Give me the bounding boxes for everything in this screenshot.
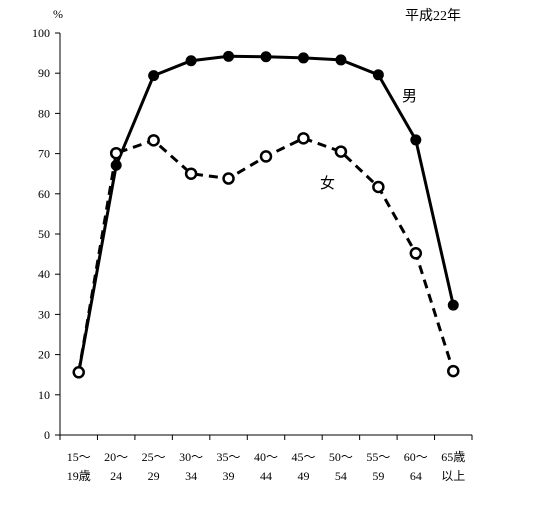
x-tick-label: 20～ [104, 450, 128, 464]
x-tick-label: 64 [410, 469, 422, 483]
data-point [147, 134, 160, 147]
y-tick-label: 100 [32, 26, 50, 40]
x-tick-label: 44 [260, 469, 272, 483]
x-tick-label: 49 [297, 469, 309, 483]
series-male [73, 50, 459, 379]
x-tick-label: 15～ [67, 450, 91, 464]
data-point [222, 172, 235, 185]
data-point [184, 167, 198, 180]
x-tick-label: 24 [110, 469, 122, 483]
x-tick-label: 45～ [291, 450, 315, 464]
x-tick-label: 39 [223, 469, 235, 483]
x-tick-label: 以上 [441, 469, 465, 483]
series-layer [72, 50, 460, 379]
data-point [223, 50, 235, 62]
series-line [77, 54, 455, 373]
data-point [260, 51, 272, 63]
data-point [335, 54, 347, 66]
series-line [77, 136, 455, 373]
x-tick-label: 50～ [329, 450, 353, 464]
data-point [259, 150, 273, 163]
year-annotation: 平成22年 [405, 8, 461, 24]
y-axis-unit-label: % [53, 7, 63, 21]
data-point [72, 366, 85, 379]
y-tick-label: 20 [38, 348, 50, 362]
data-point [409, 247, 423, 260]
series-labels: 男女 [320, 89, 417, 192]
y-tick-label: 10 [38, 388, 50, 402]
x-tick-label: 25～ [142, 450, 166, 464]
x-tick-label: 60～ [404, 450, 428, 464]
data-point [447, 299, 459, 311]
x-tick-label: 59 [372, 469, 384, 483]
x-tick-label: 19歳 [67, 469, 91, 483]
data-point [372, 69, 384, 81]
data-point [410, 134, 422, 146]
y-tick-label: 50 [38, 227, 50, 241]
y-tick-label: 90 [38, 66, 50, 80]
x-tick-label: 35～ [217, 450, 241, 464]
series-label: 男 [402, 89, 417, 105]
data-point [334, 145, 348, 158]
x-tick-label: 65歳 [441, 450, 465, 464]
x-tick-label: 40～ [254, 450, 278, 464]
data-point [109, 146, 123, 160]
x-tick-label: 34 [185, 469, 197, 483]
data-point [297, 52, 309, 64]
x-tick-label: 54 [335, 469, 347, 483]
data-point [185, 55, 197, 67]
x-tick-label: 55～ [366, 450, 390, 464]
series-label: 女 [320, 174, 335, 192]
series-female [72, 132, 460, 379]
x-tick-label: 30～ [179, 450, 203, 464]
axes: 0 10 20 30 40 50 60 70 80 90 100 15～ 19歳 20～ 24 25～ 29 30… [32, 26, 473, 483]
x-tick-label: 29 [148, 469, 160, 483]
y-tick-label: 40 [38, 267, 50, 281]
y-tick-label: 30 [38, 307, 50, 321]
data-point [372, 180, 385, 194]
data-point [447, 364, 460, 378]
y-tick-label: 70 [38, 147, 50, 161]
data-point [297, 132, 310, 145]
y-tick-label: 80 [38, 106, 50, 120]
y-tick-label: 60 [38, 187, 50, 201]
data-point [148, 70, 160, 82]
y-tick-label: 0 [44, 428, 50, 442]
